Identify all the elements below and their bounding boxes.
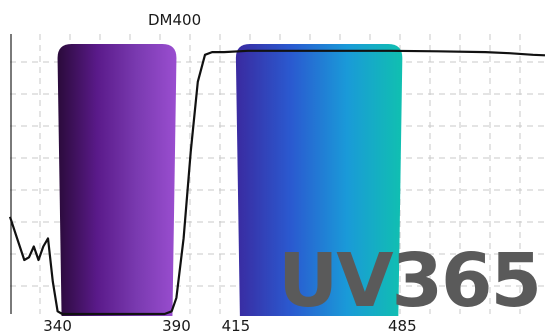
watermark-uv365: UV365 (278, 238, 540, 324)
filter-bands (57, 44, 403, 316)
x-tick-labels: 340 390 415 485 (43, 317, 416, 333)
band-excitation (57, 44, 177, 316)
x-tick-label: 390 (162, 317, 191, 333)
x-tick-label: 485 (388, 317, 417, 333)
series-label-dm400: DM400 (148, 11, 201, 29)
series-line-dm400 (8, 49, 545, 316)
band-emission (235, 44, 403, 316)
series-lines (8, 49, 545, 316)
x-tick-label: 415 (222, 317, 251, 333)
x-tick-label: 340 (43, 317, 72, 333)
